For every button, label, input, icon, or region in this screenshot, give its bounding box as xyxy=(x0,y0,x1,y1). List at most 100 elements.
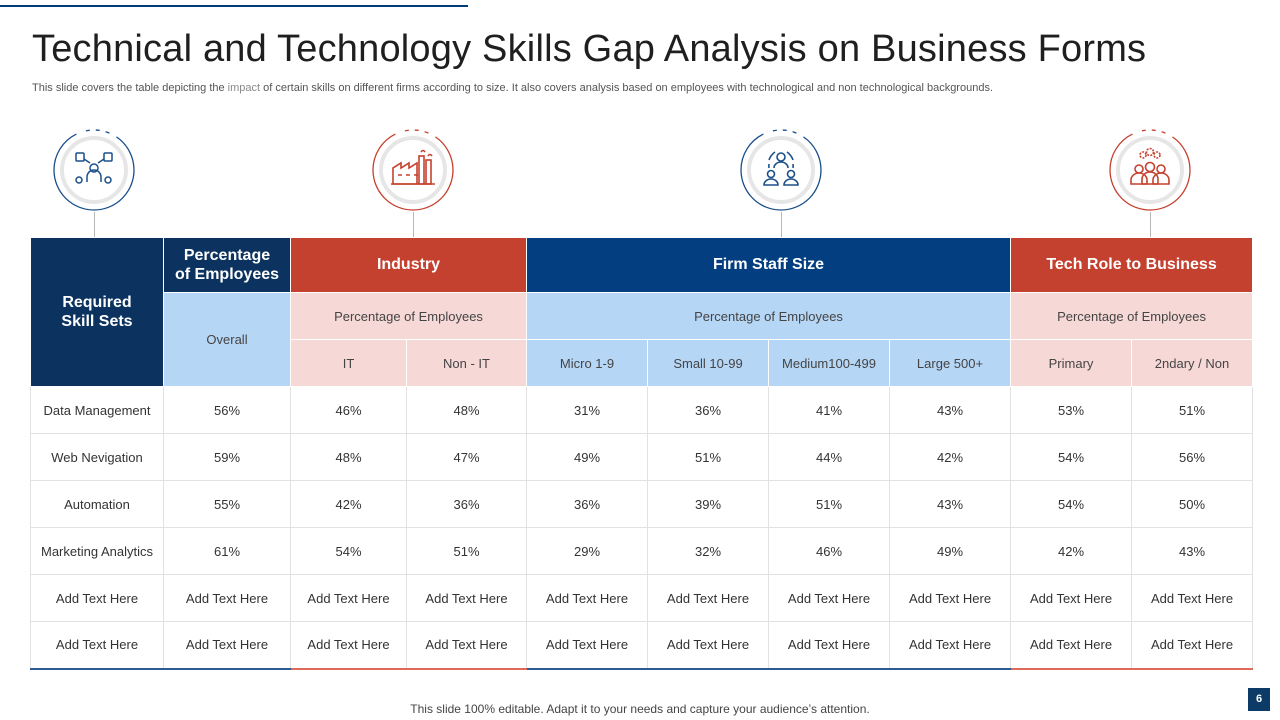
skillsets-line-1: Required xyxy=(62,294,132,311)
table-cell: 50% xyxy=(1131,480,1254,528)
table-cell: Add Text Here xyxy=(1010,574,1133,622)
firm-staff-size-header: Firm Staff Size xyxy=(525,237,1012,293)
table-cell: Add Text Here xyxy=(163,621,291,670)
slide-subtitle: This slide covers the table depicting th… xyxy=(32,82,993,94)
row-label: Automation xyxy=(30,480,164,528)
column-header: Large 500+ xyxy=(888,339,1012,387)
group-gears-icon xyxy=(1108,128,1192,212)
column-header: Medium100-499 xyxy=(768,339,890,387)
table-cell: 51% xyxy=(1131,386,1254,434)
table-row: Automation 55% 42% 36% 36% 39% 51% 43% 54% 50% xyxy=(30,480,1254,528)
page-number: 6 xyxy=(1248,688,1270,711)
table-cell: 47% xyxy=(406,433,527,481)
table-cell: 54% xyxy=(1010,433,1133,481)
column-header: Small 10-99 xyxy=(647,339,769,387)
table-cell: 51% xyxy=(647,433,769,481)
row-label: Marketing Analytics xyxy=(30,527,164,575)
table-cell: 48% xyxy=(290,433,407,481)
icon-connector xyxy=(781,212,782,238)
table-cell: 51% xyxy=(406,527,527,575)
icon-connector xyxy=(413,212,414,238)
column-header: Non - IT xyxy=(406,339,527,387)
table-cell: 42% xyxy=(290,480,407,528)
tech-role-subheader: Percentage of Employees xyxy=(1010,292,1254,340)
table-cell: Add Text Here xyxy=(406,621,527,670)
table-cell: 43% xyxy=(888,386,1012,434)
table-cell: Add Text Here xyxy=(526,574,648,622)
industry-subheader: Percentage of Employees xyxy=(290,292,527,340)
table-row: Add Text Here Add Text Here Add Text Here A… xyxy=(30,621,1254,670)
table-cell: 55% xyxy=(163,480,291,528)
table-cell: 32% xyxy=(647,527,769,575)
tech-role-header: Tech Role to Business xyxy=(1010,237,1254,293)
factory-icon xyxy=(371,128,455,212)
row-label: Add Text Here xyxy=(30,621,164,670)
table-cell: 44% xyxy=(768,433,890,481)
table-cell: Add Text Here xyxy=(1010,621,1133,670)
table-cell: 54% xyxy=(1010,480,1133,528)
table-cell: Add Text Here xyxy=(647,574,769,622)
table-cell: 43% xyxy=(888,480,1012,528)
required-skill-sets-header: Required Skill Sets xyxy=(30,237,164,387)
table-cell: Add Text Here xyxy=(888,574,1012,622)
row-label: Data Management xyxy=(30,386,164,434)
table-cell: Add Text Here xyxy=(768,574,890,622)
table-row: Add Text Here Add Text Here Add Text Here A… xyxy=(30,574,1254,622)
table-cell: 39% xyxy=(647,480,769,528)
industry-header: Industry xyxy=(290,237,527,293)
skills-people-icon xyxy=(52,128,136,212)
table-row: Web Nevigation 59% 48% 47% 49% 51% 44% 42% 54% 56… xyxy=(30,433,1254,481)
table-row: Data Management 56% 46% 48% 31% 36% 41% 43% 53% 5… xyxy=(30,386,1254,434)
pct-header-line-2: of Employees xyxy=(174,266,280,283)
pct-header-line-1: Percentage xyxy=(183,247,271,264)
table-cell: 56% xyxy=(163,386,291,434)
table-cell: Add Text Here xyxy=(290,621,407,670)
table-cell: 29% xyxy=(526,527,648,575)
row-label: Add Text Here xyxy=(30,574,164,622)
table-cell: 42% xyxy=(1010,527,1133,575)
table-cell: Add Text Here xyxy=(768,621,890,670)
table-cell: 36% xyxy=(647,386,769,434)
percentage-of-employees-header: Percentage of Employees xyxy=(163,237,291,293)
table-cell: 46% xyxy=(768,527,890,575)
icon-connector xyxy=(94,212,95,238)
table-cell: 48% xyxy=(406,386,527,434)
table-cell: 46% xyxy=(290,386,407,434)
table-cell: Add Text Here xyxy=(290,574,407,622)
overall-header: Overall xyxy=(163,292,291,387)
table-cell: 43% xyxy=(1131,527,1254,575)
subtitle-text-start: This slide covers the table depicting th… xyxy=(32,82,228,94)
table-cell: 51% xyxy=(768,480,890,528)
table-cell: Add Text Here xyxy=(888,621,1012,670)
table-cell: Add Text Here xyxy=(163,574,291,622)
subtitle-text-end: of certain skills on different firms acc… xyxy=(260,82,993,94)
slide-title: Technical and Technology Skills Gap Anal… xyxy=(32,28,1147,70)
table-cell: 31% xyxy=(526,386,648,434)
table-cell: 49% xyxy=(526,433,648,481)
table-row: Marketing Analytics 61% 54% 51% 29% 32% 46% 49%… xyxy=(30,527,1254,575)
table-cell: 41% xyxy=(768,386,890,434)
table-cell: 36% xyxy=(406,480,527,528)
table-cell: Add Text Here xyxy=(406,574,527,622)
table-cell: Add Text Here xyxy=(1131,574,1254,622)
firm-staff-subheader: Percentage of Employees xyxy=(525,292,1012,340)
table-cell: 36% xyxy=(526,480,648,528)
table-cell: 61% xyxy=(163,527,291,575)
table-cell: 49% xyxy=(888,527,1012,575)
team-circle-icon xyxy=(739,128,823,212)
table-cell: 53% xyxy=(1010,386,1133,434)
column-header: IT xyxy=(290,339,407,387)
skills-gap-table: Required Skill Sets Percentage of Employee… xyxy=(30,237,1254,670)
column-header: Primary xyxy=(1010,339,1133,387)
icon-connector xyxy=(1150,212,1151,238)
table-cell: Add Text Here xyxy=(526,621,648,670)
table-cell: Add Text Here xyxy=(1131,621,1254,670)
subtitle-highlight: impact xyxy=(227,82,261,94)
column-header: 2ndary / Non xyxy=(1131,339,1254,387)
slide-footer: This slide 100% editable. Adapt it to yo… xyxy=(410,702,870,716)
table-cell: Add Text Here xyxy=(647,621,769,670)
table-cell: 56% xyxy=(1131,433,1254,481)
row-label: Web Nevigation xyxy=(30,433,164,481)
table-cell: 54% xyxy=(290,527,407,575)
top-accent-line xyxy=(0,5,468,7)
